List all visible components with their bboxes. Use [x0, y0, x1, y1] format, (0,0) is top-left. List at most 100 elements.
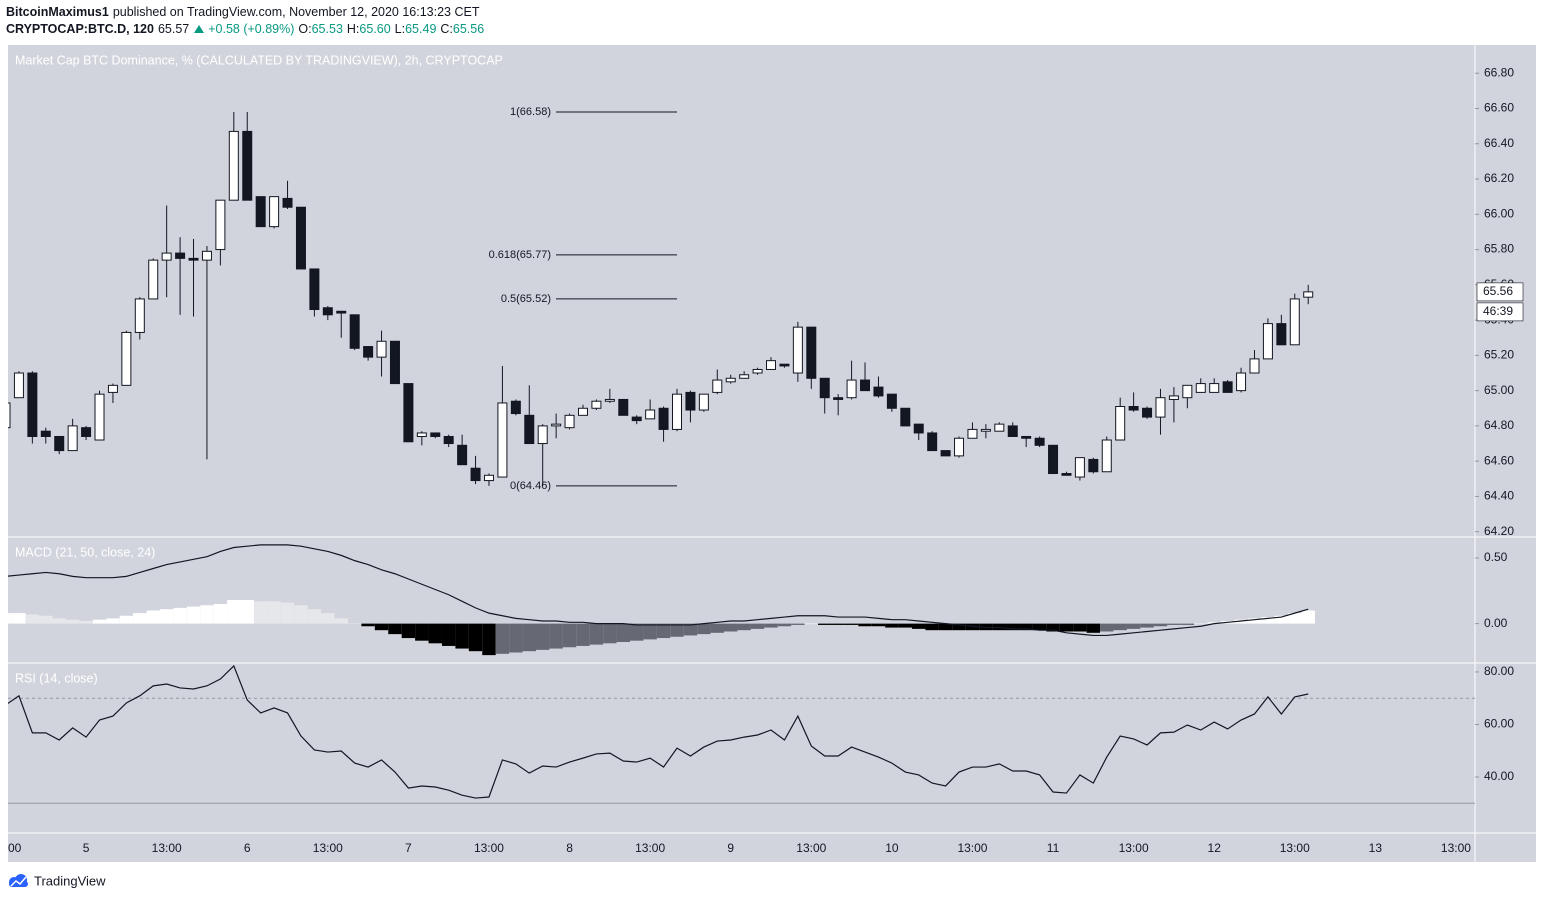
- histogram-bar: [227, 600, 241, 624]
- candle-body: [564, 414, 575, 429]
- candle-body: [537, 425, 548, 445]
- histogram-bar: [294, 605, 308, 624]
- histogram-bar: [495, 623, 510, 654]
- header: BitcoinMaximus1 published on TradingView.…: [6, 4, 484, 38]
- candle-body: [376, 340, 387, 358]
- fib-label: 0(64.46): [510, 480, 551, 492]
- histogram-bar: [65, 619, 80, 624]
- histogram-bar: [1113, 623, 1127, 631]
- candle-body: [443, 435, 454, 445]
- y-tick-label: 0.00: [1484, 616, 1508, 630]
- candle-body: [309, 268, 320, 311]
- histogram-bar: [1274, 615, 1289, 624]
- candle-body: [846, 379, 857, 399]
- candle-body: [188, 257, 199, 261]
- candle-body: [645, 409, 656, 420]
- histogram-bar: [159, 609, 174, 624]
- candle-body: [819, 377, 830, 399]
- candle-body: [940, 450, 951, 457]
- histogram-bar: [415, 623, 429, 641]
- last-price: 65.57: [157, 22, 190, 36]
- histogram-bar: [428, 623, 442, 644]
- published: published on TradingView.com, November 1…: [112, 5, 480, 19]
- histogram-bar: [213, 603, 228, 624]
- histogram-bar: [374, 623, 389, 631]
- candle-body: [604, 398, 615, 402]
- x-tick-label: 7: [405, 841, 412, 855]
- y-tick-label: 80.00: [1484, 664, 1514, 678]
- candle-body: [980, 428, 991, 432]
- pane-title: RSI (14, close): [15, 671, 98, 685]
- candle-body: [1048, 444, 1059, 475]
- candle-body: [134, 298, 145, 333]
- indicator-line: [8, 544, 1309, 637]
- histogram-bar: [280, 602, 295, 624]
- histogram-bar: [1019, 623, 1033, 631]
- countdown: 46:39: [1483, 304, 1513, 318]
- x-tick-label: 13:00: [474, 841, 504, 855]
- histogram-bar: [979, 623, 993, 631]
- candle-body: [1182, 384, 1193, 399]
- histogram-bar: [334, 618, 348, 624]
- histogram-bar: [603, 623, 617, 644]
- candle-body: [470, 467, 481, 482]
- x-tick-label: 13:00: [1280, 841, 1310, 855]
- histogram-bar: [1126, 623, 1141, 629]
- histogram-bar: [8, 613, 13, 624]
- candle-body: [524, 414, 535, 445]
- histogram-bar: [1059, 623, 1074, 632]
- candle-body: [577, 407, 588, 416]
- indicator-line: [8, 664, 1309, 799]
- author: BitcoinMaximus1: [6, 5, 109, 19]
- candle-body: [201, 250, 212, 261]
- histogram-bar: [791, 623, 805, 625]
- candle-body: [94, 393, 105, 441]
- last-price-label: 65.56: [1483, 284, 1513, 298]
- histogram-bar: [535, 623, 550, 650]
- candle-body: [295, 206, 306, 270]
- histogram-bar: [777, 623, 792, 627]
- candle-body: [1115, 406, 1126, 441]
- y-tick-label: 66.80: [1484, 65, 1514, 79]
- y-tick-label: 0.50: [1484, 550, 1508, 564]
- histogram-bar: [253, 601, 268, 624]
- candle-body: [712, 379, 723, 393]
- histogram-bar: [710, 623, 725, 633]
- histogram-bar: [589, 623, 604, 645]
- candle-body: [1276, 323, 1287, 346]
- histogram-bar: [818, 623, 832, 625]
- candle-body: [54, 435, 65, 452]
- countdown-box: [1476, 302, 1524, 322]
- histogram-bar: [1140, 623, 1154, 628]
- candle-body: [13, 372, 24, 399]
- histogram-bar: [938, 623, 953, 631]
- candle-body: [27, 372, 38, 437]
- candle-body: [833, 397, 844, 400]
- histogram-bar: [804, 623, 819, 625]
- publish-line: BitcoinMaximus1 published on TradingView.…: [6, 4, 484, 21]
- candle-body: [873, 386, 884, 397]
- histogram-bar: [361, 623, 375, 627]
- candle-body: [510, 400, 521, 415]
- histogram-bar: [1288, 613, 1302, 624]
- histogram-bar: [401, 623, 416, 639]
- histogram-bar: [831, 623, 845, 625]
- histogram-bar: [1032, 623, 1047, 631]
- candle-body: [591, 400, 602, 409]
- candle-body: [1168, 395, 1179, 400]
- candle-body: [416, 432, 427, 437]
- histogram-bar: [146, 610, 160, 624]
- chart-background: [8, 45, 1536, 862]
- histogram-bar: [1247, 618, 1262, 624]
- symbol-line: CRYPTOCAP:BTC.D, 120 65.57 +0.58 (+0.89%) O…: [6, 21, 484, 38]
- y-tick-label: 66.20: [1484, 171, 1514, 185]
- candle-body: [1249, 358, 1260, 374]
- candle-body: [336, 310, 347, 314]
- y-tick-label: 65.80: [1484, 242, 1514, 256]
- candle-body: [631, 416, 642, 422]
- candle-body: [483, 474, 494, 482]
- pane-title: Market Cap BTC Dominance, % (CALCULATED …: [15, 53, 503, 67]
- y-tick-label: 65.20: [1484, 348, 1514, 362]
- y-tick-label: 66.00: [1484, 206, 1514, 220]
